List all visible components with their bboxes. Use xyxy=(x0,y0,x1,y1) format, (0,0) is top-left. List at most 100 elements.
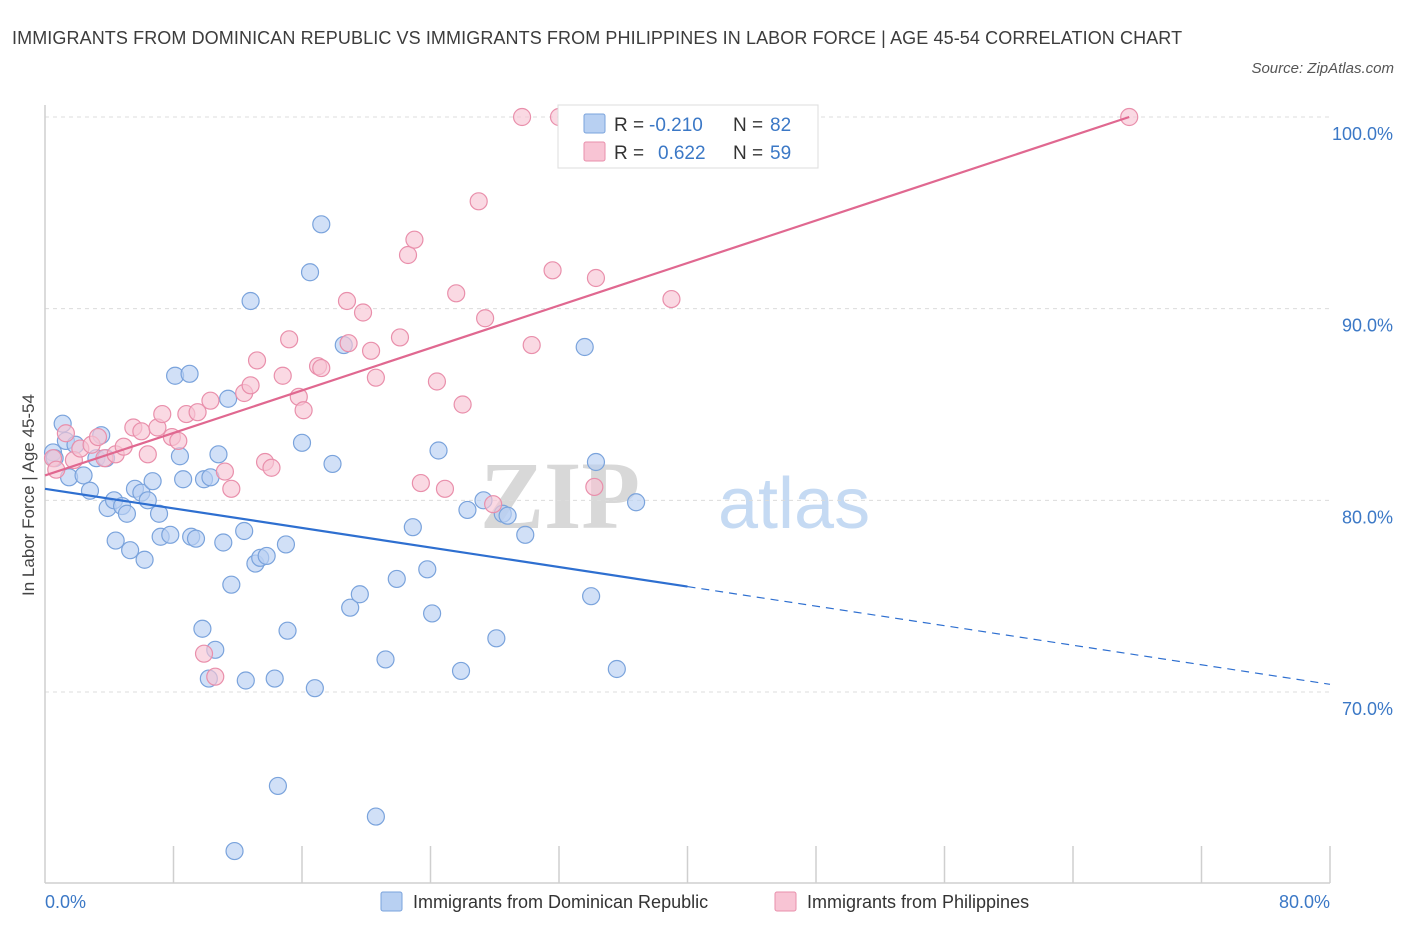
philippines-point-29 xyxy=(273,366,292,385)
dominican-republic-point-48 xyxy=(268,776,288,796)
stats-swatch-pink xyxy=(583,141,606,162)
dominican-republic-point-28 xyxy=(180,364,199,383)
philippines-point-49 xyxy=(476,309,495,328)
dominican-republic-point-62 xyxy=(403,518,422,537)
philippines-point-19 xyxy=(194,644,214,663)
dominican-republic-point-61 xyxy=(387,569,406,589)
legend-swatch-dominican-republic xyxy=(380,891,403,912)
dominican-republic-point-30 xyxy=(186,529,206,548)
chart-source: Source: ZipAtlas.com xyxy=(1251,60,1394,77)
dominican-republic-point-53 xyxy=(305,679,324,698)
philippines-point-18 xyxy=(188,403,207,422)
dominican-republic-point-31 xyxy=(193,619,212,638)
dominican-republic-point-21 xyxy=(143,472,162,491)
philippines-point-57 xyxy=(662,289,681,309)
philippines-point-44 xyxy=(427,372,447,391)
dominican-republic-point-19 xyxy=(135,550,154,569)
dominican-republic-point-6 xyxy=(74,466,93,485)
stats-r-value-blue: -0.210 xyxy=(649,115,703,136)
trend-line-dominican-republic-extension xyxy=(687,585,1331,685)
stats-n-label-blue: N = xyxy=(733,115,763,136)
watermark-zip: ZIP xyxy=(480,442,640,549)
dominican-republic-point-58 xyxy=(350,585,369,604)
philippines-point-11 xyxy=(132,422,151,441)
legend-label-philippines: Immigrants from Philippines xyxy=(807,892,1029,912)
philippines-point-16 xyxy=(169,431,188,451)
philippines-point-51 xyxy=(512,107,532,127)
philippines-point-41 xyxy=(398,245,418,265)
y-tick-labels: 70.0% 80.0% 90.0% 100.0% xyxy=(1332,124,1393,719)
dominican-republic-point-65 xyxy=(429,441,448,460)
philippines-point-43 xyxy=(411,473,430,493)
legend-swatch-philippines xyxy=(774,891,797,912)
philippines-point-32 xyxy=(294,401,313,420)
x-axis-ticks xyxy=(172,846,1331,883)
dominican-republic-point-59 xyxy=(366,807,385,826)
philippines-point-14 xyxy=(153,404,172,424)
dominican-republic-point-13 xyxy=(106,531,125,550)
trend-lines xyxy=(44,115,1331,685)
y-tick-label-100: 100.0% xyxy=(1332,124,1393,144)
philippines-point-36 xyxy=(339,334,358,353)
dominican-republic-point-15 xyxy=(117,504,137,523)
philippines-point-6 xyxy=(88,427,108,447)
dominican-republic-point-46 xyxy=(257,546,276,566)
dominican-republic-point-50 xyxy=(278,621,297,640)
philippines-point-38 xyxy=(361,341,381,360)
dominican-republic-point-73 xyxy=(575,337,594,357)
stats-r-label-blue: R = xyxy=(614,115,644,136)
philippines-point-25 xyxy=(241,376,260,395)
y-tick-label-90: 90.0% xyxy=(1342,316,1393,336)
dominican-republic-point-75 xyxy=(586,452,606,472)
dominican-republic-point-54 xyxy=(312,215,331,234)
dominican-republic-point-26 xyxy=(170,447,190,466)
dominican-republic-point-27 xyxy=(174,470,193,489)
stats-box: R = -0.210 N = 82 R = 0.622 N = 59 xyxy=(557,104,819,169)
stats-r-value-pink: 0.622 xyxy=(658,143,706,164)
philippines-point-37 xyxy=(353,303,373,322)
trend-line-dominican-republic xyxy=(44,487,688,588)
y-tick-label-70: 70.0% xyxy=(1342,699,1393,719)
dominican-republic-point-47 xyxy=(265,669,284,688)
stats-swatch-blue xyxy=(583,113,606,134)
dominican-republic-point-74 xyxy=(582,587,601,606)
philippines-point-2 xyxy=(56,424,75,443)
philippines-point-21 xyxy=(206,667,225,686)
watermark-atlas: atlas xyxy=(718,464,870,544)
philippines-point-50 xyxy=(484,495,503,514)
legend-label-dominican-republic: Immigrants from Dominican Republic xyxy=(413,892,708,912)
dominican-republic-point-24 xyxy=(161,525,180,544)
philippines-point-28 xyxy=(262,458,281,477)
philippines-point-20 xyxy=(201,391,220,410)
dominican-republic-point-51 xyxy=(292,433,312,452)
stats-n-label-pink: N = xyxy=(733,143,763,164)
dominican-republic-point-77 xyxy=(626,493,646,512)
y-axis-label: In Labor Force | Age 45-54 xyxy=(19,394,38,596)
philippines-point-55 xyxy=(585,477,604,497)
dominican-republic-point-71 xyxy=(498,506,517,525)
stats-r-label-pink: R = xyxy=(614,143,644,164)
dominican-republic-point-41 xyxy=(235,521,254,541)
dominican-republic-point-69 xyxy=(487,629,506,648)
trend-line-philippines xyxy=(44,115,1130,477)
philippines-point-46 xyxy=(447,284,466,303)
philippines-point-52 xyxy=(522,335,541,355)
dominican-republic-point-40 xyxy=(225,841,244,861)
dominican-republic-point-55 xyxy=(323,454,342,474)
legend: Immigrants from Dominican Republic Immig… xyxy=(380,891,1029,912)
philippines-point-30 xyxy=(280,330,299,349)
dominican-republic-point-67 xyxy=(458,500,477,520)
dominican-republic-point-37 xyxy=(214,533,233,552)
chart-title: IMMIGRANTS FROM DOMINICAN REPUBLIC VS IM… xyxy=(12,28,1183,48)
philippines-point-48 xyxy=(469,192,488,211)
philippines-point-23 xyxy=(222,479,241,498)
dominican-republic-point-60 xyxy=(376,650,395,669)
x-tick-label-max: 80.0% xyxy=(1279,892,1330,912)
philippines-point-47 xyxy=(453,395,472,414)
philippines-point-34 xyxy=(312,358,331,378)
dominican-republic-point-72 xyxy=(516,525,535,544)
grid-lines xyxy=(45,116,1330,693)
watermark: ZIP atlas xyxy=(480,442,870,549)
philippines-point-40 xyxy=(390,328,410,347)
